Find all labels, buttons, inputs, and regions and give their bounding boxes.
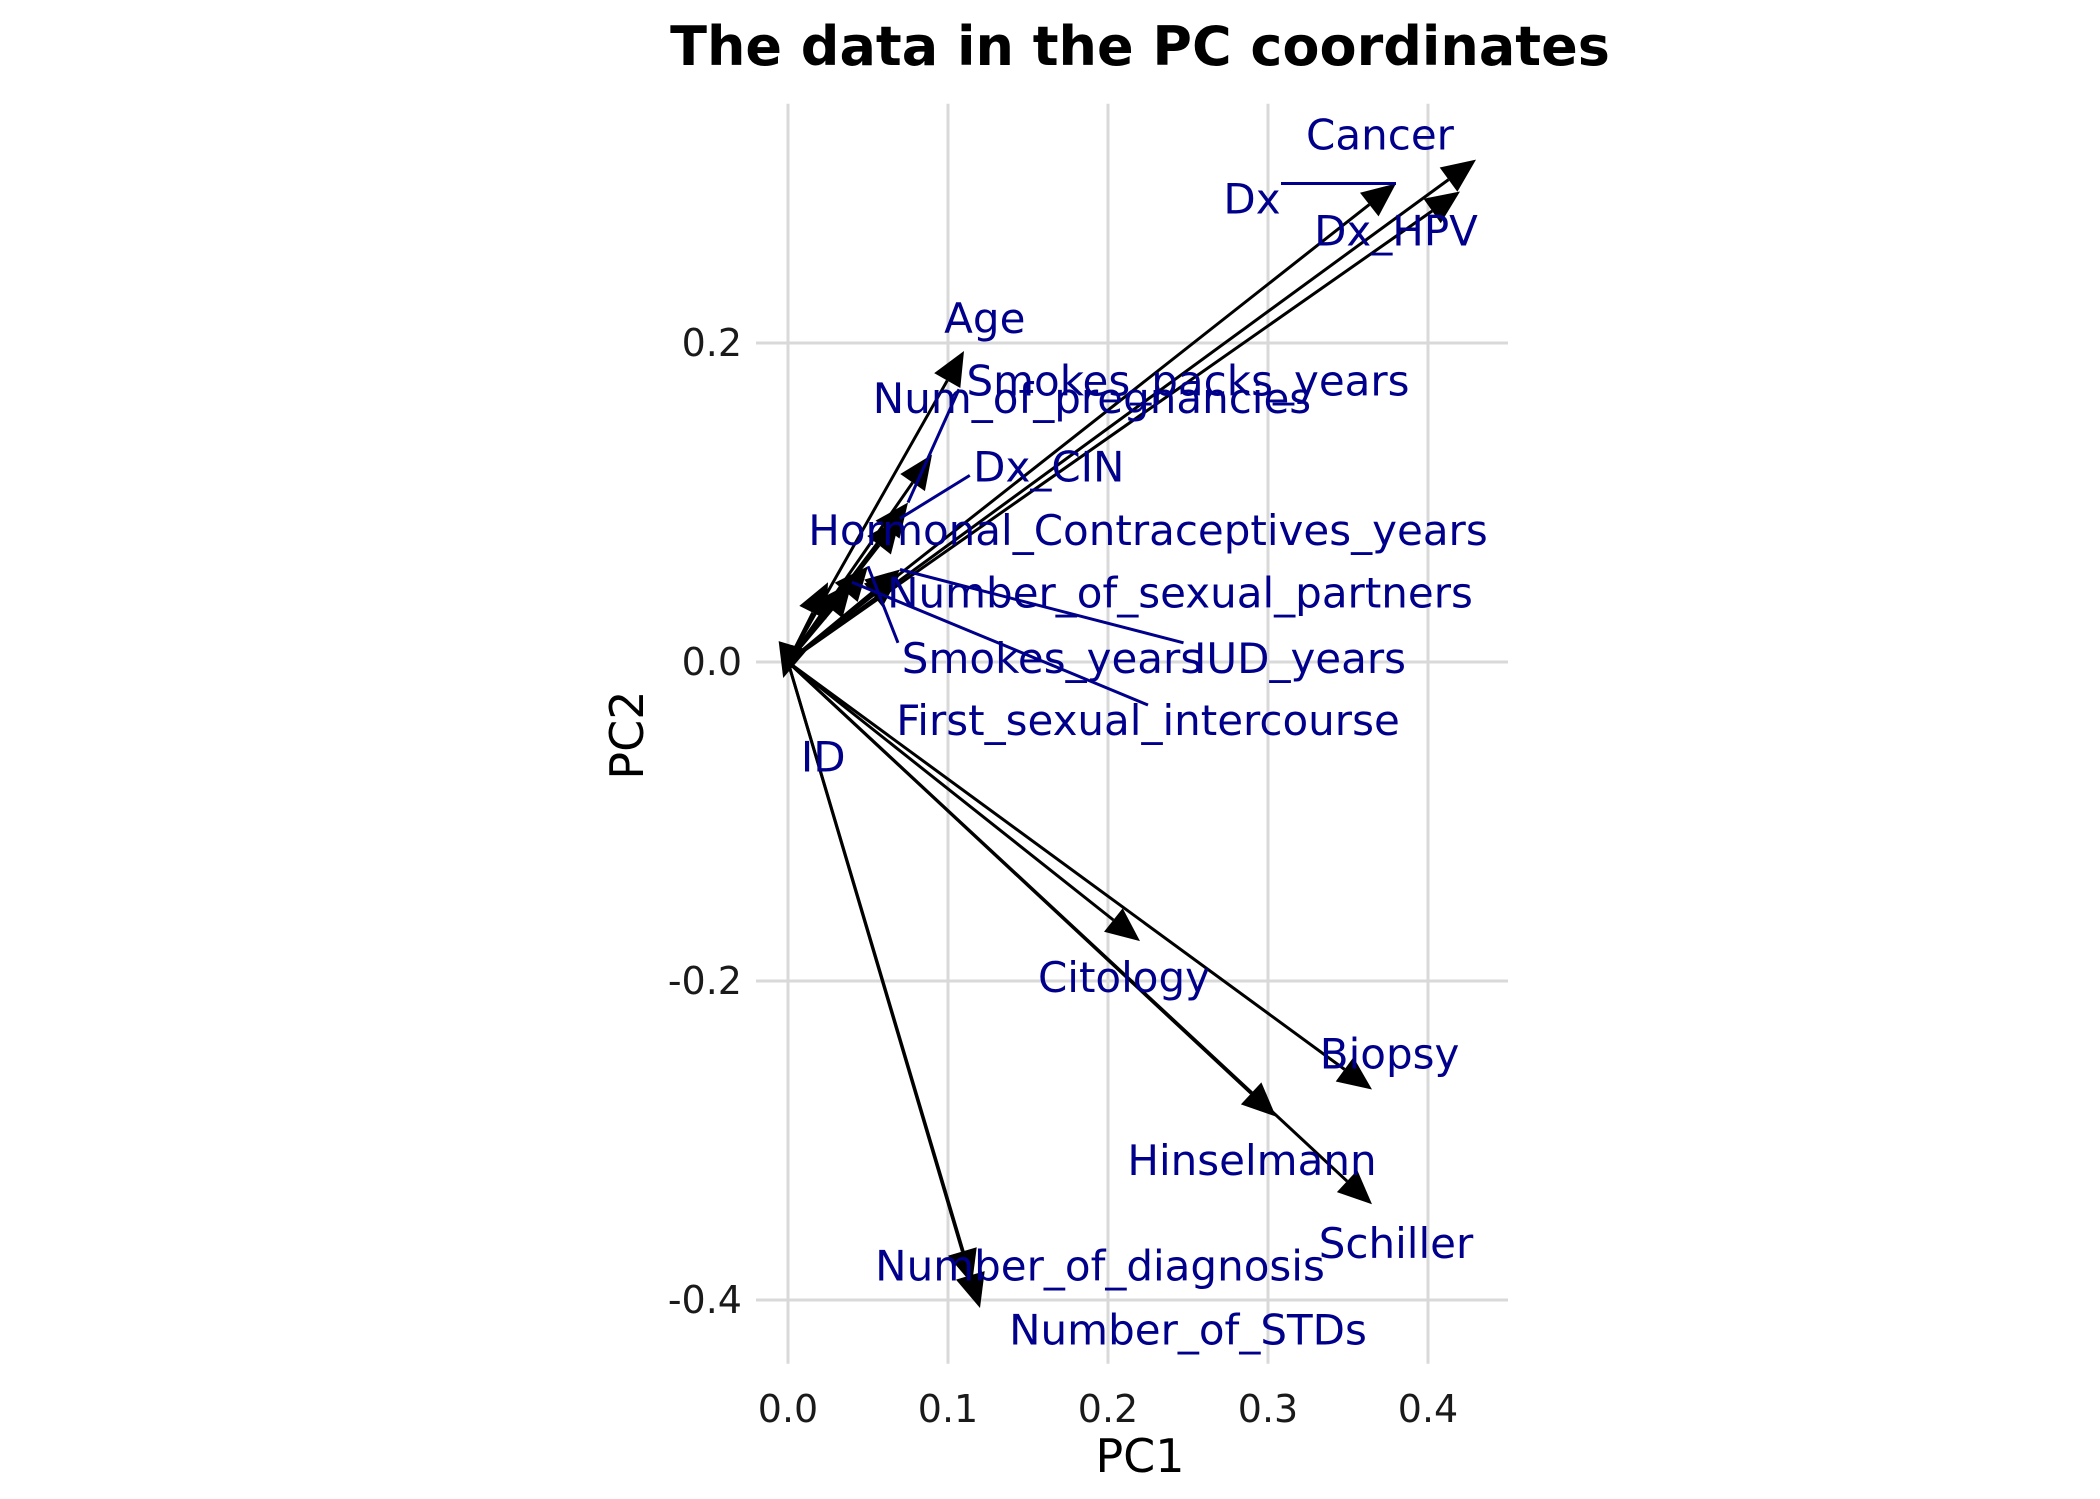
- variable-label-hinselmann: Hinselmann: [1127, 1136, 1376, 1185]
- variable-label-id: ID: [801, 733, 846, 782]
- x-tick-label: 0.2: [1078, 1387, 1138, 1431]
- arrow-head-cancer: [1439, 159, 1476, 192]
- y-tick-label: 0.2: [682, 321, 742, 365]
- variable-label-number-of-diagnosis: Number_of_diagnosis: [875, 1242, 1325, 1291]
- leader-line-iud-years: [899, 568, 1184, 645]
- variable-label-num-of-pregnancies: Num_of_pregnancies: [873, 374, 1311, 423]
- x-tick-label: 0.0: [758, 1387, 818, 1431]
- arrow-head-first-sexual-intercourse: [819, 582, 852, 619]
- grid-layer: [756, 103, 1508, 1364]
- loading-arrow-biopsy: [787, 660, 1346, 1071]
- y-tick-label: -0.2: [668, 959, 742, 1003]
- variable-label-hormonal-contraceptives-years: Hormonal_Contraceptives_years: [808, 506, 1487, 555]
- arrow-head-dx-hpv: [1423, 191, 1460, 224]
- variable-label-number-of-sexual-partners: Number_of_sexual_partners: [887, 568, 1473, 617]
- variable-label-dx-cin: Dx_CIN: [973, 442, 1124, 491]
- variable-label-iud-years: IUD_years: [1194, 634, 1406, 683]
- variable-label-biopsy: Biopsy: [1320, 1029, 1460, 1078]
- label-layer: Cancer Dx Dx_HPV Age Smokes_packs_yearsNum_o…: [801, 111, 1488, 1355]
- arrow-head-dx: [1360, 183, 1396, 217]
- x-axis-title: PC1: [1095, 1429, 1184, 1483]
- arrow-head-age: [934, 350, 964, 388]
- loading-arrow-schiller: [786, 660, 1349, 1183]
- variable-label-first-sexual-intercourse: First_sexual_intercourse: [896, 696, 1400, 745]
- chart-title: The data in the PC coordinates: [670, 15, 1610, 78]
- y-tick-label: 0.0: [682, 640, 742, 684]
- loading-arrow-num-of-pregnancies: [786, 481, 914, 663]
- leader-line-dx-cin: [899, 474, 971, 520]
- variable-label-dx: Dx: [1223, 174, 1280, 223]
- leader-line-smokes-packs-years: [906, 388, 961, 504]
- arrow-head-hormonal-contraceptives-years: [799, 582, 828, 620]
- loading-arrow-number-of-stds: [786, 661, 972, 1276]
- arrow-head-citology: [1104, 908, 1140, 942]
- variable-label-citology: Citology: [1038, 953, 1210, 1002]
- loading-arrow-age: [786, 379, 949, 663]
- leader-line-first-sexual-intercourse: [851, 580, 1149, 707]
- variable-label-age: Age: [944, 294, 1025, 343]
- loading-arrow-dx-hpv: [787, 209, 1434, 664]
- tick-layer: 0.0 0.1 0.2 0.3 0.4 -0.4 -0.2 0.0 0.2: [668, 321, 1458, 1431]
- arrow-head-smokes-packs-years: [875, 502, 908, 539]
- arrow-head-schiller: [1336, 1170, 1372, 1205]
- variable-label-dx-hpv: Dx_HPV: [1314, 206, 1478, 255]
- variable-label-schiller: Schiller: [1319, 1219, 1474, 1268]
- arrow-head-dx-cin: [867, 518, 900, 555]
- arrow-head-biopsy: [1335, 1057, 1372, 1090]
- x-tick-label: 0.1: [918, 1387, 978, 1431]
- y-tick-label: -0.4: [668, 1278, 742, 1322]
- loading-arrow-citology: [787, 660, 1115, 922]
- variable-label-cancer: Cancer: [1306, 111, 1455, 160]
- arrow-head-number-of-stds: [955, 1271, 985, 1308]
- arrow-layer: [778, 159, 1476, 1308]
- y-axis-title: PC2: [600, 690, 654, 779]
- variable-label-number-of-stds: Number_of_STDs: [1009, 1305, 1367, 1354]
- x-tick-label: 0.4: [1398, 1387, 1458, 1431]
- variable-label-smokes-years: Smokes_years: [902, 634, 1202, 683]
- arrow-head-id: [778, 641, 808, 678]
- leader-line-smokes-years: [866, 565, 900, 644]
- loading-arrow-cancer: [787, 178, 1450, 664]
- variable-label-smokes-packs-years: Smokes_packs_years: [966, 356, 1409, 405]
- x-tick-label: 0.3: [1238, 1387, 1298, 1431]
